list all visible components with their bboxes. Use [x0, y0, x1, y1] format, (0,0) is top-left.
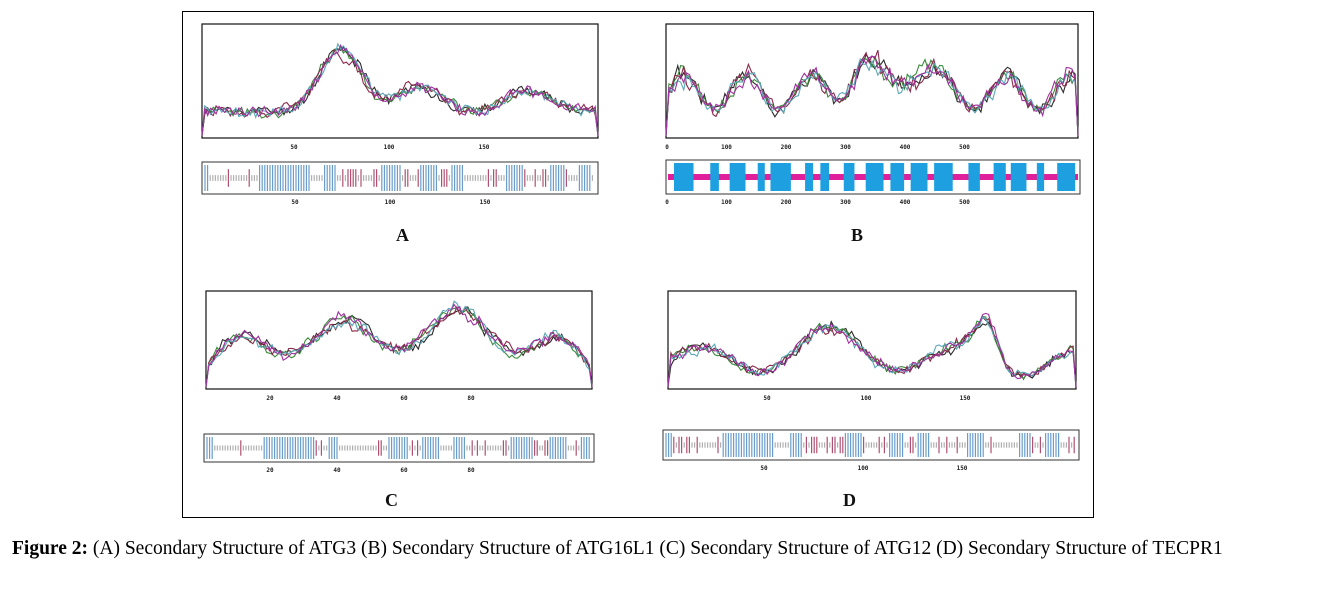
tick-label: 100 [858, 465, 869, 472]
tick-label: 80 [467, 395, 475, 402]
tick-label: 40 [333, 395, 341, 402]
helix-block [890, 163, 905, 191]
tick-label: 150 [960, 395, 971, 402]
profile-line [201, 46, 599, 136]
helix-block [674, 163, 694, 191]
helix-block [1036, 163, 1045, 191]
helix-block [710, 163, 719, 191]
tick-label: 0 [665, 199, 669, 206]
helix-block [910, 163, 928, 191]
tick-label: 50 [291, 199, 299, 206]
profile-line [665, 53, 1079, 136]
plot-frame [205, 290, 593, 390]
panel-b-letter: B [851, 225, 864, 245]
tick-label: 60 [400, 395, 408, 402]
figure-frame [182, 11, 1094, 518]
tick-label: 100 [721, 144, 732, 151]
caption-text: (A) Secondary Structure of ATG3 (B) Seco… [88, 538, 1223, 559]
tick-label: 200 [781, 144, 792, 151]
tick-label: 300 [840, 199, 851, 206]
profile-line [665, 57, 1079, 136]
panel-c-strip: 20 40 60 80 [203, 433, 595, 474]
helix-block [934, 163, 953, 191]
profile-line [667, 312, 1077, 388]
panel-b-plot: 0 100 200 300 400 500 [665, 23, 1079, 151]
helix-block [968, 163, 980, 191]
helix-block [729, 163, 746, 191]
plot-frame [667, 290, 1077, 390]
tick-label: 100 [861, 395, 872, 402]
caption-label: Figure 2: [12, 538, 89, 559]
tick-label: 400 [900, 144, 911, 151]
panel-a-plot: 50 100 150 [201, 23, 599, 151]
helix-block [1057, 163, 1076, 191]
tick-label: 20 [266, 467, 274, 474]
helix-block [757, 163, 765, 191]
profile-line [201, 46, 599, 136]
tick-label: 60 [400, 467, 408, 474]
panel-d-letter: D [843, 490, 856, 510]
tick-label: 200 [781, 199, 792, 206]
tick-label: 40 [333, 467, 341, 474]
helix-block [770, 163, 791, 191]
profile-line [205, 303, 593, 388]
tick-label: 500 [959, 199, 970, 206]
tick-label: 400 [900, 199, 911, 206]
profile-line [665, 55, 1079, 136]
tick-label: 100 [385, 199, 396, 206]
profile-line [205, 306, 593, 388]
panel-d-plot: 50 100 150 [667, 290, 1077, 402]
tick-label: 50 [763, 395, 771, 402]
helix-block [843, 163, 855, 191]
tick-label: 100 [384, 144, 395, 151]
tick-label: 50 [760, 465, 768, 472]
helix-block [1010, 163, 1027, 191]
tick-label: 0 [665, 144, 669, 151]
tick-label: 20 [266, 395, 274, 402]
profile-line [201, 43, 599, 136]
helix-block [865, 163, 884, 191]
panel-c-letter: C [385, 490, 398, 510]
plot-frame [665, 23, 1079, 139]
plot-frame [201, 23, 599, 139]
profile-line [667, 320, 1077, 388]
helix-block [820, 163, 830, 191]
helix-block [993, 163, 1006, 191]
panel-a-letter: A [396, 225, 409, 245]
tick-label: 50 [290, 144, 298, 151]
tick-label: 80 [467, 467, 475, 474]
tick-label: 500 [959, 144, 970, 151]
tick-label: 150 [479, 144, 490, 151]
panel-a-strip: 50 100 150 [201, 161, 599, 206]
tick-label: 150 [957, 465, 968, 472]
tick-label: 300 [840, 144, 851, 151]
profile-line [205, 300, 593, 388]
panel-c-plot: 20 40 60 80 [205, 290, 593, 402]
tick-label: 150 [480, 199, 491, 206]
helix-block [805, 163, 814, 191]
panel-d-strip: 50 100 150 [662, 429, 1080, 472]
figure-caption: Figure 2: (A) Secondary Structure of ATG… [12, 535, 1332, 562]
panel-b-strip: 0 100 200 300 400 500 [665, 159, 1081, 206]
tick-label: 100 [721, 199, 732, 206]
